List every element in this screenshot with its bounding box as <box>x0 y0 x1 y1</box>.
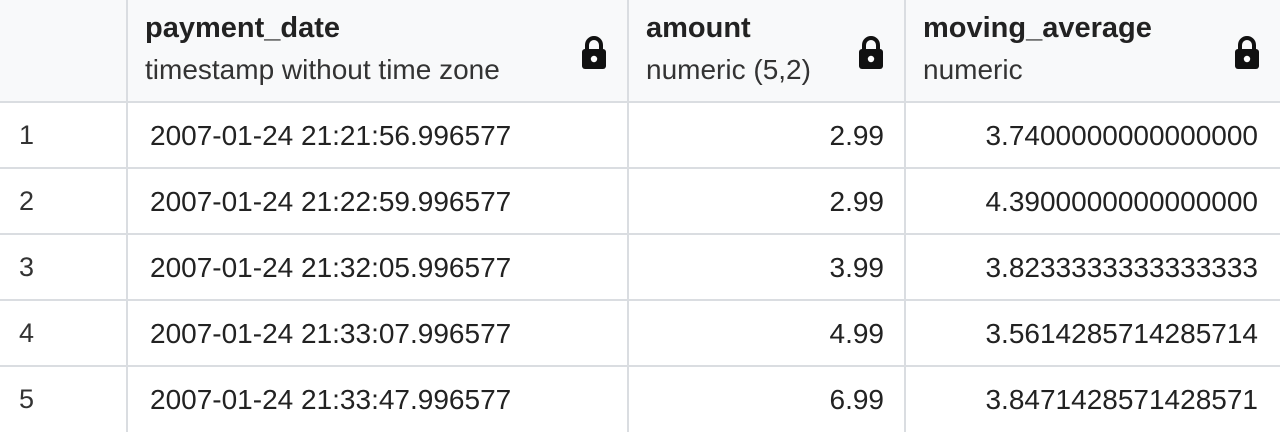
cell-value: 3.5614285714285714 <box>985 318 1258 349</box>
column-name: moving_average <box>923 12 1152 44</box>
column-type: numeric <box>923 54 1023 85</box>
row-number: 1 <box>19 120 35 150</box>
row-number-cell[interactable]: 2 <box>0 169 128 235</box>
cell-value: 3.8471428571428571 <box>985 384 1258 415</box>
column-name: payment_date <box>145 12 341 44</box>
table-cell-moving-average[interactable]: 3.7400000000000000 <box>906 103 1280 169</box>
column-header-payment-date[interactable]: payment_date timestamp without time zone <box>128 0 629 103</box>
row-number-cell[interactable]: 4 <box>0 301 128 367</box>
cell-value: 2007-01-24 21:32:05.996577 <box>150 252 512 283</box>
lock-icon <box>1235 36 1259 69</box>
cell-value: 2007-01-24 21:33:47.996577 <box>150 384 512 415</box>
table-cell-amount[interactable]: 2.99 <box>629 169 906 235</box>
row-number-cell[interactable]: 3 <box>0 235 128 301</box>
table-cell-moving-average[interactable]: 3.8471428571428571 <box>906 367 1280 432</box>
lock-icon <box>582 36 606 69</box>
table-cell-moving-average[interactable]: 3.8233333333333333 <box>906 235 1280 301</box>
table-cell-amount[interactable]: 2.99 <box>629 103 906 169</box>
table-cell-amount[interactable]: 3.99 <box>629 235 906 301</box>
table-cell-payment-date[interactable]: 2007-01-24 21:22:59.996577 <box>128 169 629 235</box>
cell-value: 2.99 <box>829 186 885 217</box>
table-cell-amount[interactable]: 6.99 <box>629 367 906 432</box>
cell-value: 4.99 <box>829 318 885 349</box>
row-number: 5 <box>19 384 35 414</box>
cell-value: 2007-01-24 21:33:07.996577 <box>150 318 512 349</box>
cell-value: 6.99 <box>829 384 885 415</box>
column-header-moving-average[interactable]: moving_average numeric <box>906 0 1280 103</box>
lock-icon <box>859 36 883 69</box>
table-cell-moving-average[interactable]: 4.3900000000000000 <box>906 169 1280 235</box>
table-cell-payment-date[interactable]: 2007-01-24 21:33:07.996577 <box>128 301 629 367</box>
cell-value: 3.99 <box>829 252 885 283</box>
cell-value: 2.99 <box>829 120 885 151</box>
table-cell-payment-date[interactable]: 2007-01-24 21:32:05.996577 <box>128 235 629 301</box>
cell-value: 4.3900000000000000 <box>985 186 1258 217</box>
row-number-cell[interactable]: 5 <box>0 367 128 432</box>
cell-value: 2007-01-24 21:21:56.996577 <box>150 120 512 151</box>
column-type: numeric (5,2) <box>646 54 811 85</box>
table-cell-amount[interactable]: 4.99 <box>629 301 906 367</box>
table-cell-payment-date[interactable]: 2007-01-24 21:21:56.996577 <box>128 103 629 169</box>
row-number: 4 <box>19 318 35 348</box>
table-cell-moving-average[interactable]: 3.5614285714285714 <box>906 301 1280 367</box>
column-header-amount[interactable]: amount numeric (5,2) <box>629 0 906 103</box>
column-type: timestamp without time zone <box>145 54 500 85</box>
column-name: amount <box>646 12 751 44</box>
row-number-cell[interactable]: 1 <box>0 103 128 169</box>
row-number: 2 <box>19 186 35 216</box>
row-number-header[interactable] <box>0 0 128 103</box>
table-cell-payment-date[interactable]: 2007-01-24 21:33:47.996577 <box>128 367 629 432</box>
cell-value: 2007-01-24 21:22:59.996577 <box>150 186 512 217</box>
row-number: 3 <box>19 252 35 282</box>
cell-value: 3.8233333333333333 <box>985 252 1258 283</box>
cell-value: 3.7400000000000000 <box>985 120 1258 151</box>
